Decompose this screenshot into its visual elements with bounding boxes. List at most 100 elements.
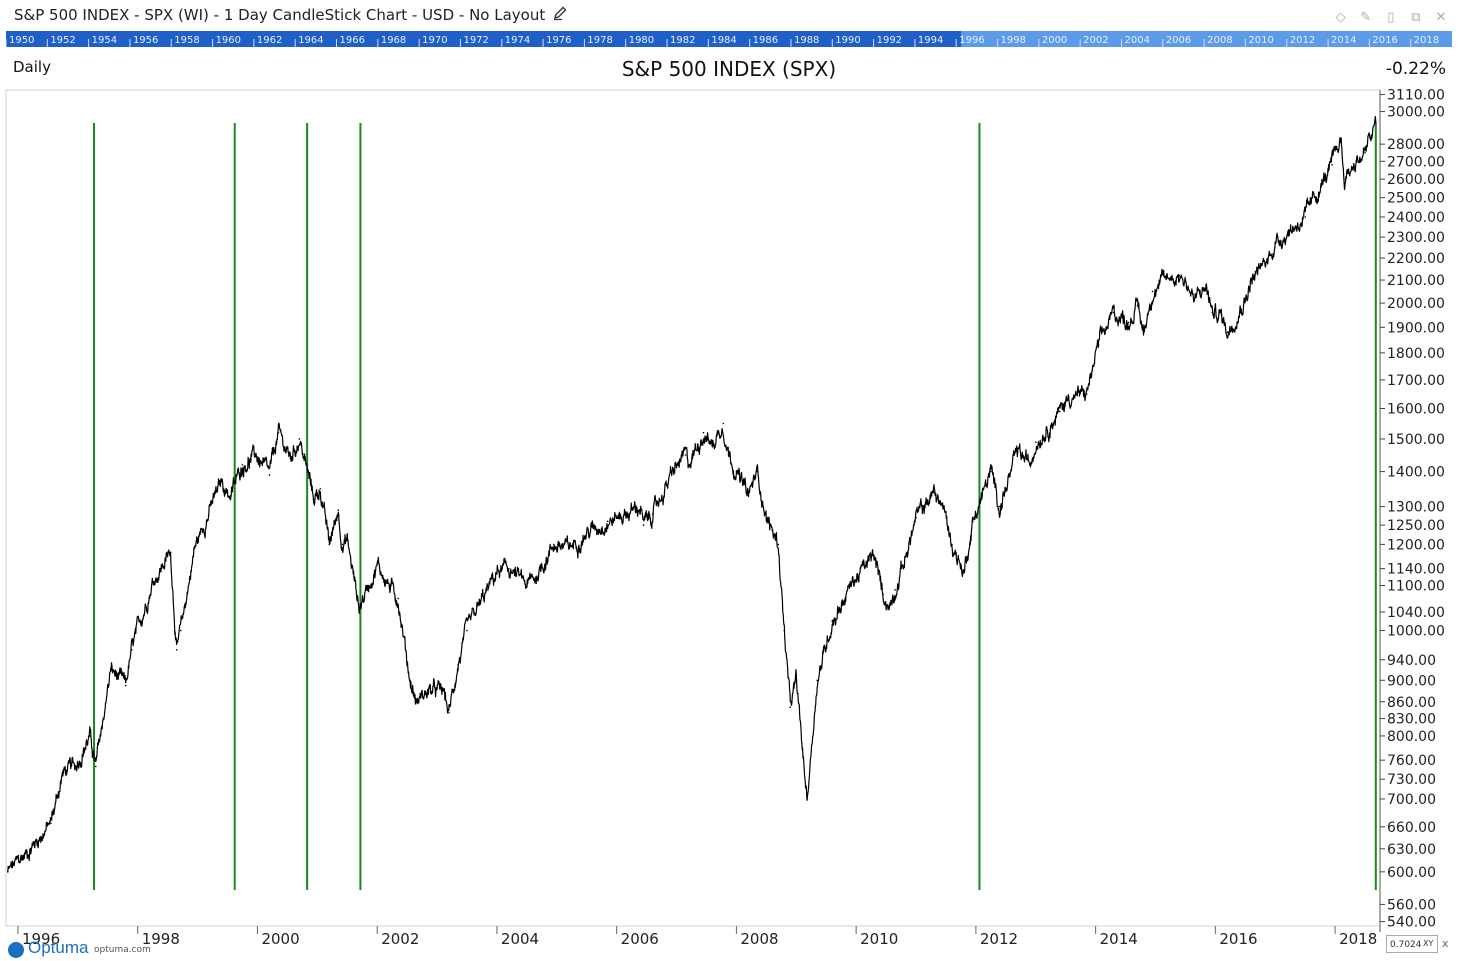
x-tick-label: 2018 — [1339, 930, 1377, 948]
y-tick-label: 1900.00 — [1387, 320, 1445, 336]
price-point — [711, 444, 714, 447]
price-point — [62, 771, 64, 774]
y-tick-label: 900.00 — [1387, 673, 1436, 689]
price-point — [23, 855, 25, 858]
y-tick-label: 1500.00 — [1387, 432, 1445, 448]
price-point — [254, 454, 257, 456]
price-point — [95, 765, 97, 768]
price-point — [193, 547, 196, 550]
price-point — [367, 584, 370, 587]
price-point — [535, 576, 537, 578]
price-point — [1067, 396, 1070, 398]
price-point — [789, 706, 792, 709]
y-tick-label: 730.00 — [1387, 772, 1436, 788]
x-tick-label: 1996 — [22, 930, 60, 948]
timebar-label: 1970 — [422, 35, 447, 46]
change-percent: -0.22% — [1385, 59, 1446, 79]
price-point — [606, 520, 609, 523]
optuma-logo: Optuma optuma.com — [4, 938, 154, 960]
copy-icon[interactable]: ⧉ — [1411, 10, 1421, 25]
timebar-label: 2006 — [1166, 35, 1191, 46]
chart-header: Daily S&P 500 INDEX (SPX) -0.22% — [0, 52, 1458, 88]
zoom-readout[interactable]: 0.7024 — [1386, 935, 1438, 953]
pencil-icon[interactable] — [552, 5, 568, 21]
x-tick-label: 2004 — [501, 930, 539, 948]
timebar-label: 1956 — [133, 35, 158, 46]
y-tick-label: 1400.00 — [1387, 465, 1445, 481]
x-tick-label: 2008 — [740, 930, 778, 948]
price-point — [1028, 464, 1031, 466]
price-point — [169, 551, 172, 554]
price-point — [684, 454, 687, 456]
corner-close-icon[interactable]: x — [1442, 937, 1449, 950]
price-point — [1250, 279, 1253, 281]
price-point — [1142, 331, 1145, 334]
timebar-label: 1964 — [298, 35, 323, 46]
y-tick-label: 1700.00 — [1387, 373, 1445, 389]
timebar-label: 1962 — [257, 35, 282, 46]
optuma-logo-icon — [8, 942, 24, 958]
timebar-label: 2018 — [1414, 35, 1439, 46]
price-point — [553, 543, 555, 546]
price-point — [585, 531, 588, 534]
x-tick-label: 2002 — [381, 930, 419, 948]
y-tick-label: 1300.00 — [1387, 500, 1445, 516]
price-point — [672, 470, 675, 473]
price-point — [1304, 216, 1306, 218]
price-point — [35, 840, 37, 843]
price-point — [50, 822, 52, 825]
timebar-label: 2010 — [1248, 35, 1273, 46]
y-tick-label: 1000.00 — [1387, 624, 1445, 640]
y-tick-label: 2500.00 — [1387, 191, 1445, 207]
timebar-range-selected[interactable] — [961, 31, 1452, 47]
window-title: S&P 500 INDEX - SPX (WI) - 1 Day CandleS… — [14, 6, 546, 24]
logo-url: optuma.com — [94, 945, 151, 955]
price-point — [180, 629, 182, 632]
price-point — [448, 712, 450, 714]
timebar-label: 1960 — [216, 35, 241, 46]
price-point — [1274, 242, 1277, 245]
price-point — [687, 464, 690, 466]
timebar-label: 1990 — [835, 35, 860, 46]
close-icon[interactable]: ✕ — [1435, 10, 1447, 25]
timebar-label: 1984 — [711, 35, 736, 46]
price-point — [990, 470, 992, 473]
restore-icon[interactable]: ▯ — [1387, 10, 1395, 25]
price-point — [1136, 304, 1139, 307]
price-point — [999, 505, 1001, 508]
y-tick-label: 660.00 — [1387, 820, 1436, 836]
timebar-label: 2004 — [1124, 35, 1149, 46]
time-navigator[interactable]: 1950 1952 1954 1956 1958 1960 1962 1964 1966 1968… — [6, 31, 1452, 47]
price-point — [337, 509, 340, 512]
price-point — [951, 543, 953, 546]
y-tick-label: 830.00 — [1387, 712, 1436, 728]
x-tick-label: 2006 — [621, 930, 659, 948]
price-point — [6, 871, 9, 873]
price-point — [765, 516, 768, 519]
timebar-label: 1976 — [546, 35, 571, 46]
timebar-label: 2002 — [1083, 35, 1108, 46]
price-point — [1205, 286, 1208, 288]
price-point — [1220, 314, 1223, 316]
price-point — [427, 690, 429, 692]
price-point — [894, 589, 896, 591]
price-point — [457, 664, 459, 666]
timebar-label: 1982 — [670, 35, 695, 46]
plot-area — [5, 89, 1381, 927]
price-series-line[interactable] — [7, 115, 1377, 872]
price-point — [702, 431, 705, 434]
diamond-icon[interactable]: ◇ — [1335, 10, 1346, 25]
timebar-label: 1980 — [629, 35, 654, 46]
pin-icon[interactable]: ✎ — [1360, 10, 1372, 25]
xy-label[interactable]: XY — [1423, 939, 1434, 948]
x-tick-label: 2016 — [1219, 930, 1257, 948]
price-point — [220, 481, 223, 483]
x-tick-label: 1998 — [142, 930, 180, 948]
price-point — [1364, 151, 1366, 154]
price-point — [1340, 138, 1342, 140]
timebar-label: 2008 — [1207, 35, 1232, 46]
x-tick-label: 2000 — [261, 930, 299, 948]
price-point — [882, 593, 884, 595]
price-point — [1211, 311, 1214, 314]
